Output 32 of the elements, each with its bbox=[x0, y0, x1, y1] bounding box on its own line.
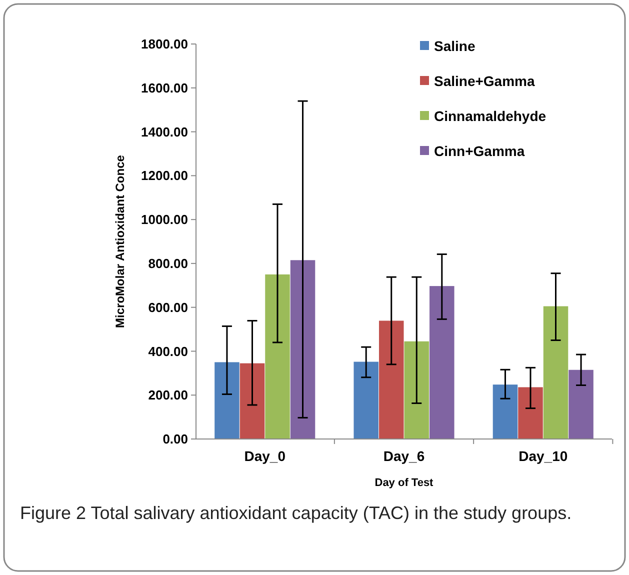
y-tick-label: 1800.00 bbox=[141, 36, 188, 52]
y-tick-label: 1600.00 bbox=[141, 80, 188, 96]
caption: Figure 2 Total salivary antioxidant capacity (TAC) in the study groups. bbox=[20, 502, 573, 525]
bar bbox=[430, 286, 454, 439]
x-tick-label: Day_10 bbox=[518, 448, 568, 464]
bar bbox=[404, 341, 430, 439]
bar bbox=[518, 387, 543, 439]
bar bbox=[568, 370, 594, 439]
x-axis-title: Day of Test bbox=[374, 477, 434, 489]
y-tick-label: 800.00 bbox=[148, 256, 188, 271]
y-tick-label: 200.00 bbox=[148, 388, 188, 403]
legend-label: Cinn+Gamma bbox=[434, 142, 525, 159]
legend-label: Saline+Gamma bbox=[434, 72, 535, 89]
y-tick-label: 0.00 bbox=[162, 432, 188, 447]
bar bbox=[240, 363, 265, 439]
y-tick-label: 1400.00 bbox=[141, 124, 188, 140]
y-tick-label: 600.00 bbox=[148, 300, 188, 315]
legend-label: Cinnamaldehyde bbox=[434, 108, 546, 124]
bar bbox=[378, 320, 404, 439]
legend-label: Saline bbox=[434, 38, 476, 54]
y-tick-label: 400.00 bbox=[148, 344, 188, 359]
bar bbox=[354, 362, 378, 439]
y-tick-label: 1000.00 bbox=[141, 212, 188, 228]
x-tick-label: Day_6 bbox=[383, 448, 425, 464]
bar bbox=[214, 362, 240, 439]
bar bbox=[290, 260, 316, 439]
bar bbox=[492, 384, 518, 439]
y-tick-label: 1200.00 bbox=[141, 168, 188, 184]
bar bbox=[543, 306, 568, 439]
y-axis-title: MicroMolar Antioxidant Conce bbox=[113, 154, 127, 328]
x-tick-label: Day_0 bbox=[244, 448, 286, 464]
bar bbox=[265, 274, 290, 439]
